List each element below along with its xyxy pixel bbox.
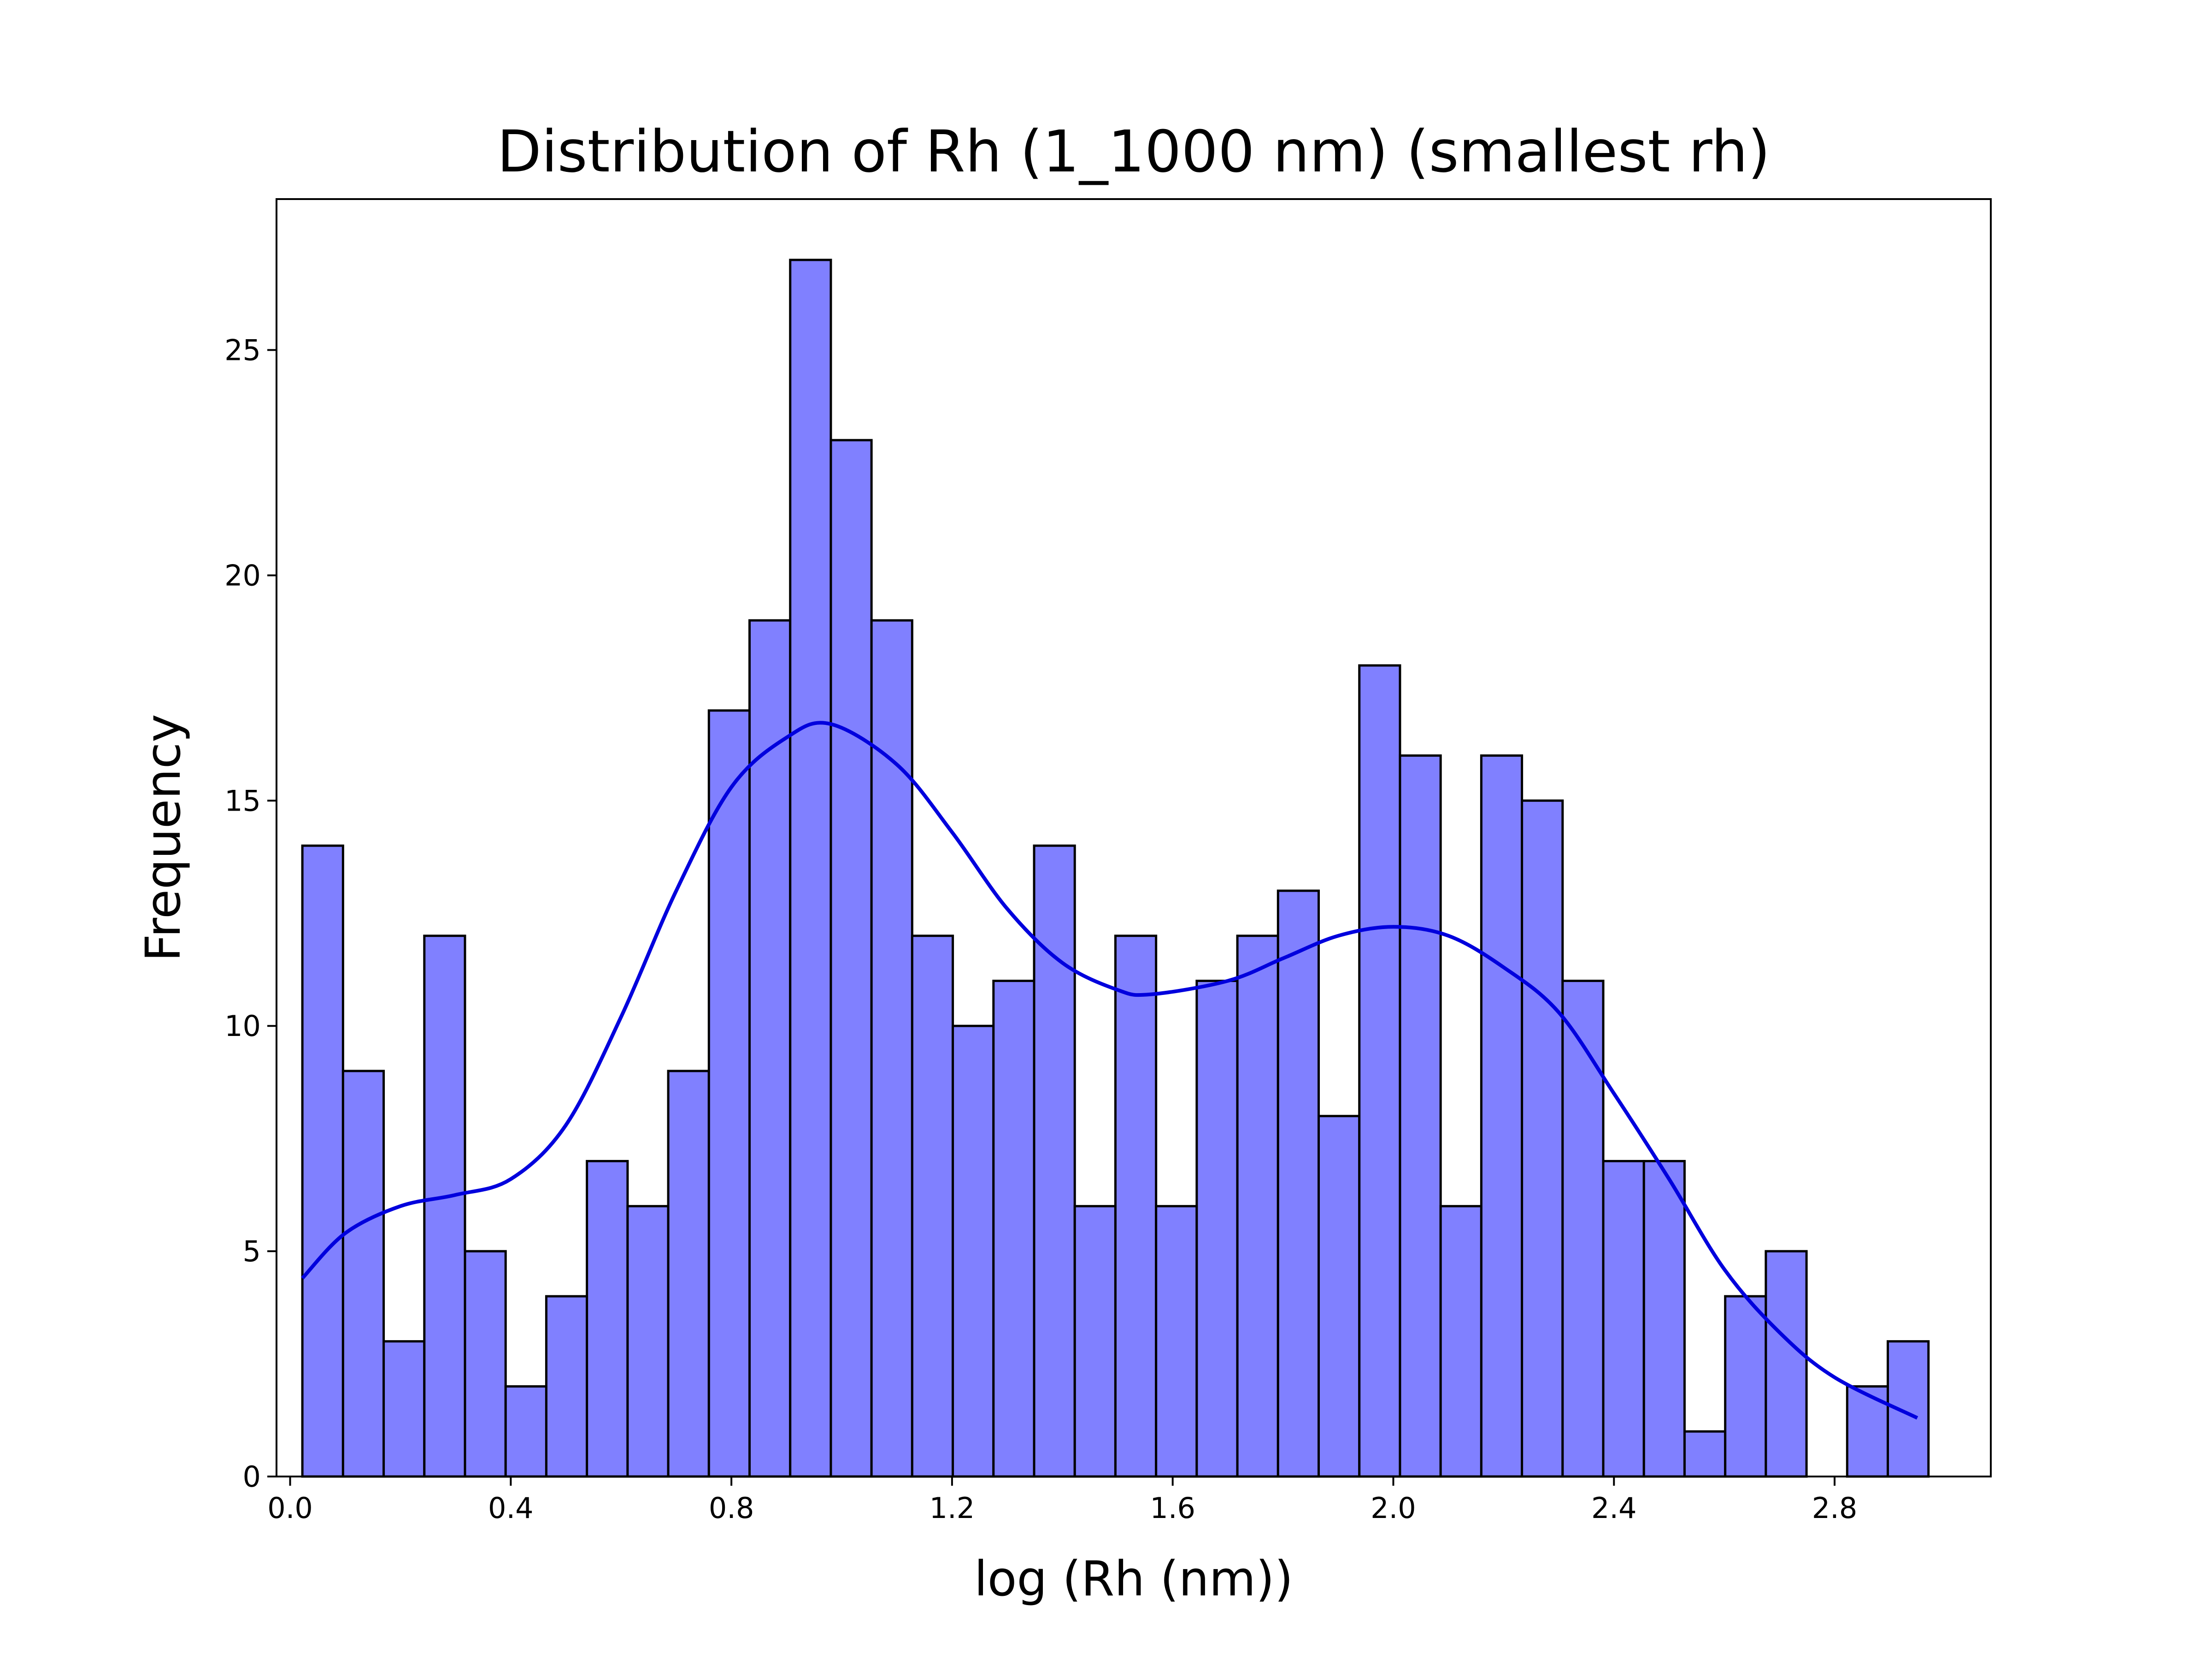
chart-title: Distribution of Rh (1_1000 nm) (smallest… xyxy=(497,118,1771,185)
histogram-bar xyxy=(1236,935,1279,1478)
x-tick-label: 1.6 xyxy=(1150,1491,1195,1525)
histogram-bar xyxy=(1642,1160,1686,1478)
histogram-bar xyxy=(1114,935,1158,1478)
histogram-bar xyxy=(626,1205,670,1478)
histogram-bar xyxy=(1399,754,1442,1478)
histogram-bar xyxy=(1358,664,1401,1478)
x-tick-label: 2.4 xyxy=(1591,1491,1637,1525)
kde-curve xyxy=(301,721,1918,1420)
x-axis-ticks: 0.0 0.4 0.8 1.2 1.6 2.0 2.4 2.8 xyxy=(267,1477,1857,1525)
x-tick-label: 0.8 xyxy=(709,1491,754,1525)
histogram-bar xyxy=(545,1295,588,1478)
histogram-bar xyxy=(1683,1430,1727,1478)
histogram-bar xyxy=(423,935,466,1478)
histogram-bar xyxy=(1277,889,1320,1478)
histogram-bar xyxy=(1480,754,1524,1478)
y-axis-ticks: 0 5 10 15 20 25 xyxy=(224,334,276,1494)
histogram-bar xyxy=(1155,1205,1198,1478)
histogram-bar xyxy=(382,1340,426,1478)
y-tick-label: 15 xyxy=(224,784,261,818)
histogram-bar xyxy=(789,259,832,1478)
histogram-bar xyxy=(952,1024,995,1478)
x-tick-label: 2.0 xyxy=(1371,1491,1416,1525)
y-tick-label: 5 xyxy=(243,1235,261,1268)
histogram-bar xyxy=(1724,1295,1767,1478)
x-axis-label: log (Rh (nm)) xyxy=(974,1551,1293,1607)
plot-frame xyxy=(276,198,1992,1477)
histogram-bar xyxy=(301,844,344,1478)
histogram-bar xyxy=(464,1250,507,1478)
kde-layer xyxy=(301,721,1918,1420)
y-tick-label: 25 xyxy=(224,334,261,367)
histogram-bar xyxy=(1521,799,1564,1478)
histogram-bar xyxy=(1195,979,1239,1478)
histogram-bar xyxy=(830,439,873,1478)
x-tick-label: 2.8 xyxy=(1812,1491,1858,1525)
histogram-bar xyxy=(1439,1205,1483,1478)
histogram-bar xyxy=(1602,1160,1645,1478)
histogram-bar xyxy=(1033,844,1076,1478)
y-tick-label: 0 xyxy=(243,1460,261,1494)
histogram-bar xyxy=(1765,1250,1808,1478)
y-tick-label: 10 xyxy=(224,1009,261,1043)
histogram-bar xyxy=(1318,1115,1361,1478)
histogram-bar xyxy=(1561,979,1605,1478)
histogram-bar xyxy=(707,709,751,1478)
y-axis-label: Frequency xyxy=(135,714,191,961)
histogram-bar xyxy=(748,619,792,1478)
histogram-bar xyxy=(911,935,954,1478)
histogram-bar xyxy=(667,1070,710,1478)
x-tick-label: 0.0 xyxy=(267,1491,313,1525)
histogram-bar xyxy=(504,1385,547,1478)
x-tick-label: 1.2 xyxy=(930,1491,975,1525)
y-tick-label: 20 xyxy=(224,559,261,592)
bars-layer xyxy=(301,259,1930,1478)
histogram-bar xyxy=(1073,1205,1117,1478)
histogram-bar xyxy=(992,979,1035,1478)
histogram-bar xyxy=(586,1160,629,1478)
histogram-bar xyxy=(341,1070,385,1478)
histogram-bar xyxy=(870,619,913,1478)
x-tick-label: 0.4 xyxy=(488,1491,534,1525)
